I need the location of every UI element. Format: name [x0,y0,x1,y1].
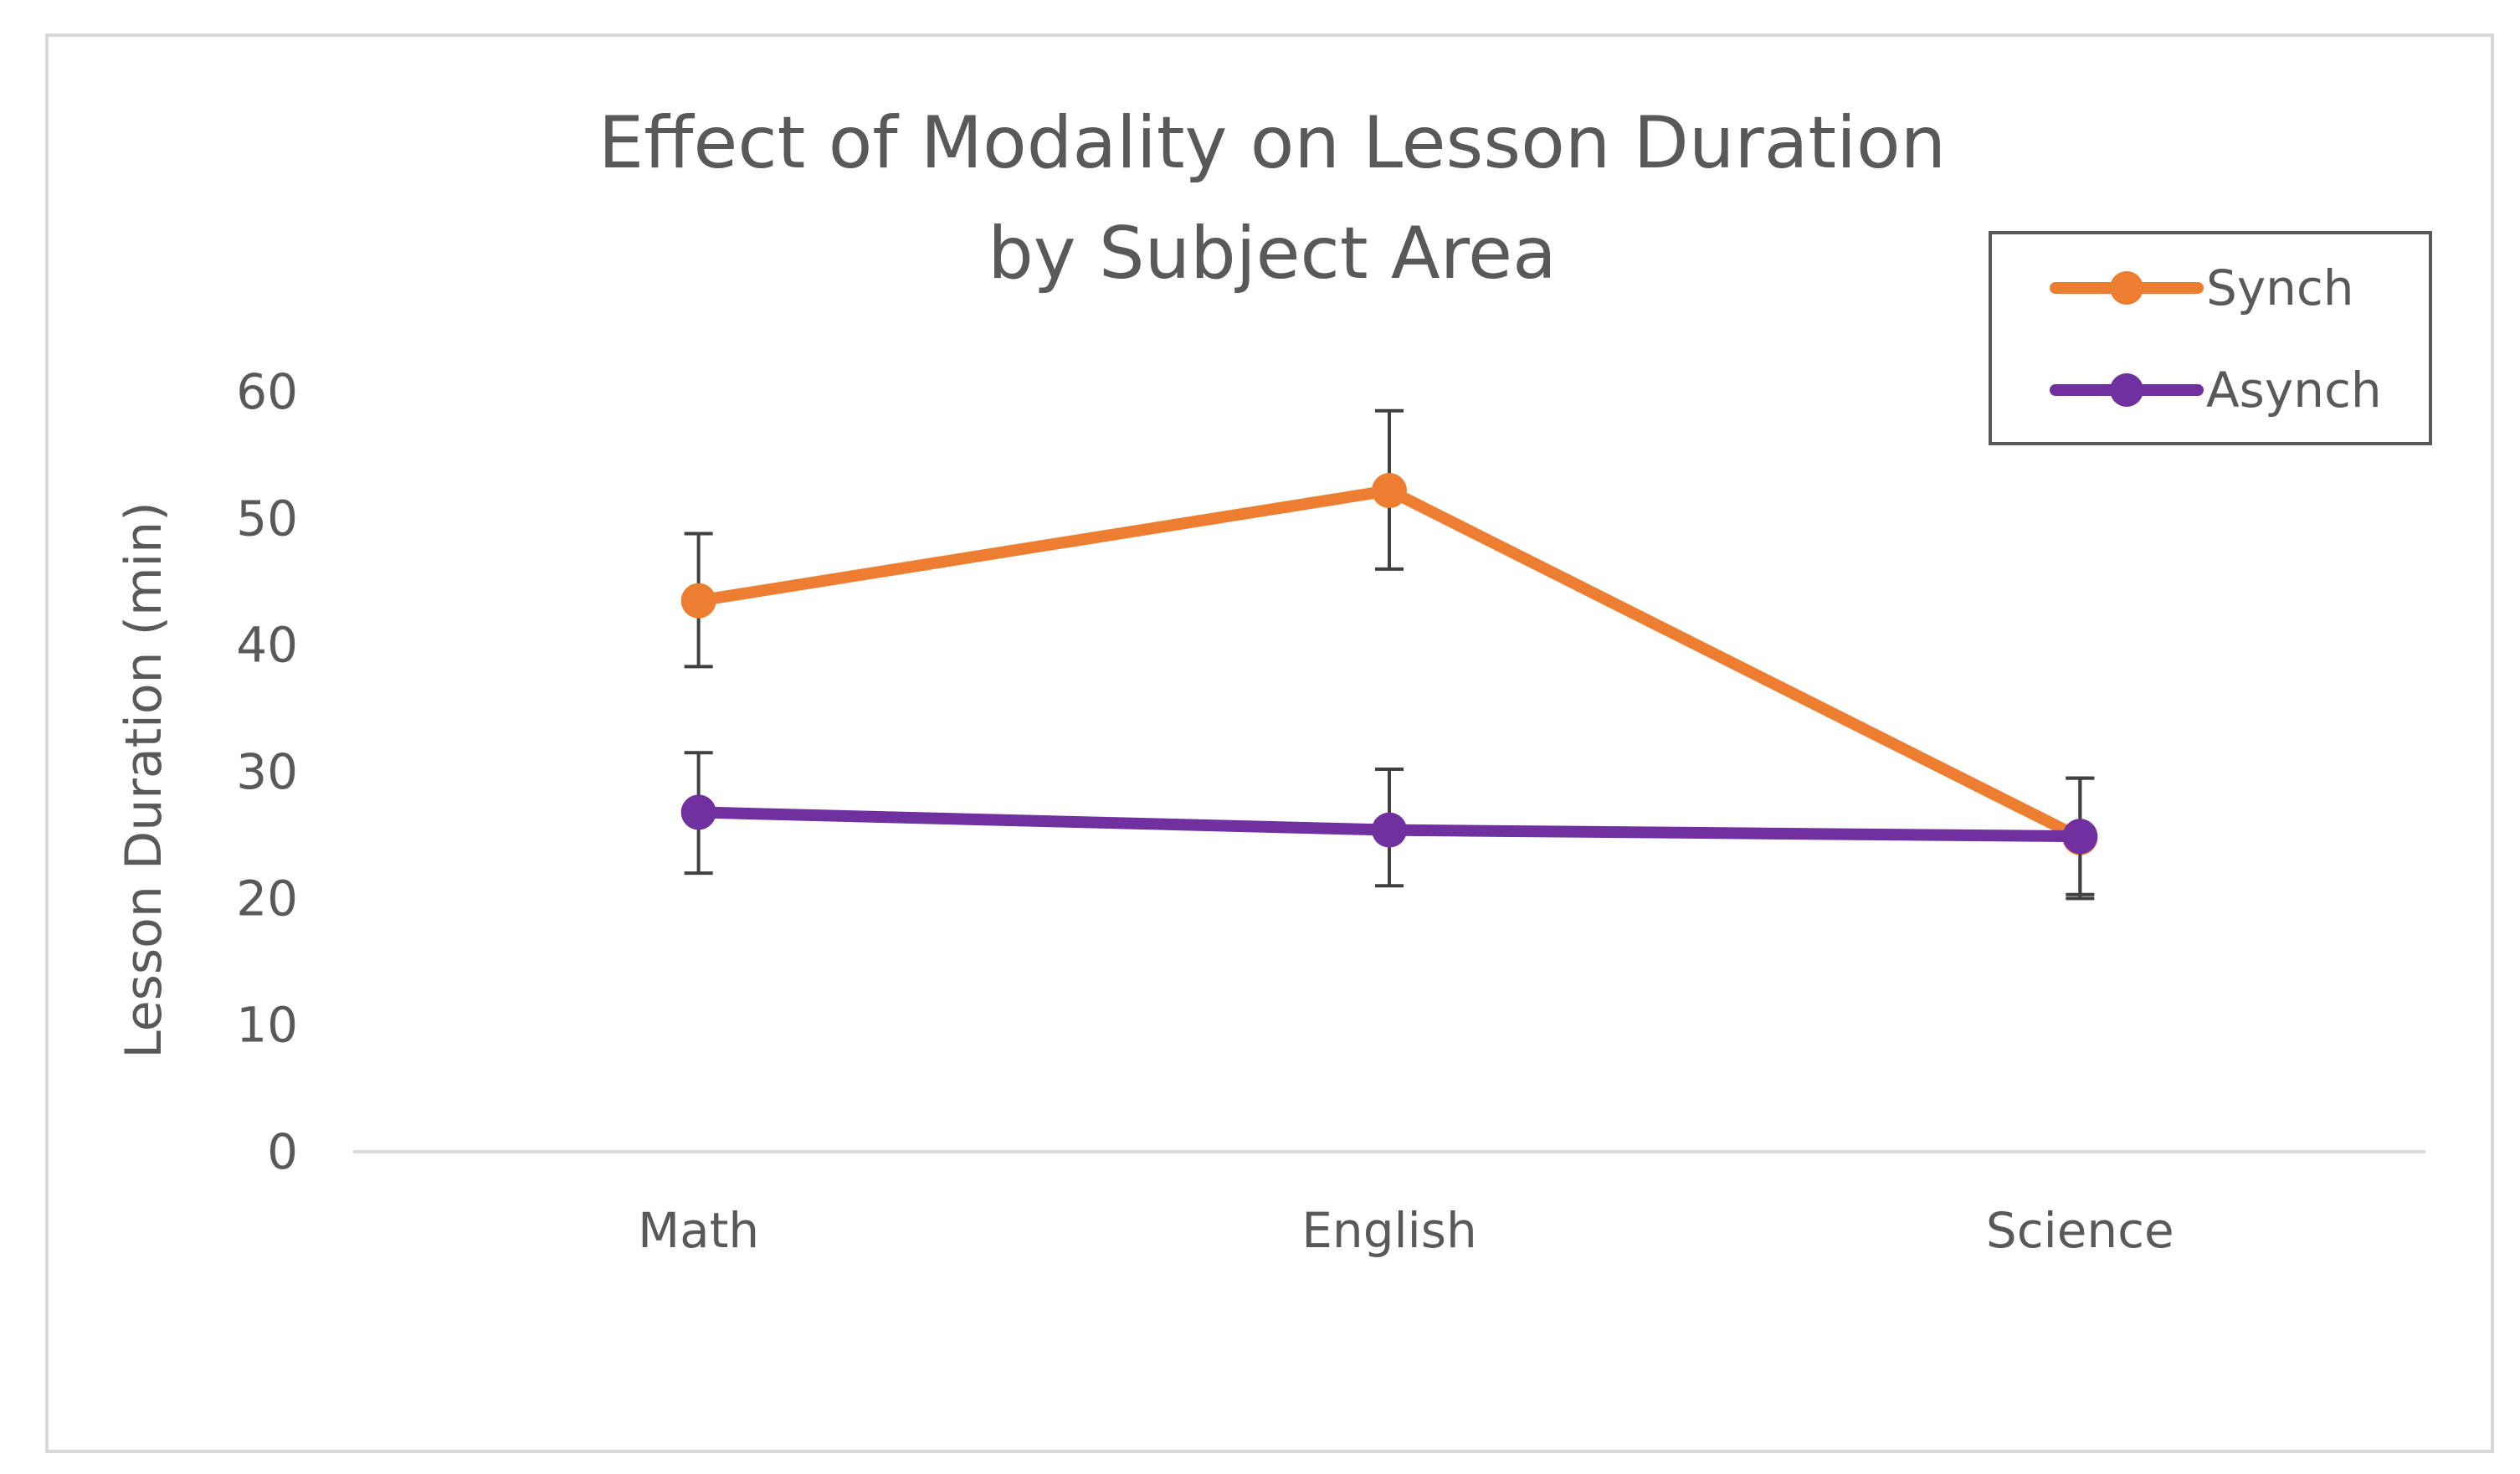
data-point-synch-math [680,583,716,619]
x-tick-labels: Math English Science [638,1202,2174,1259]
data-point-asynch-math [680,794,716,830]
y-tick-label-60: 60 [236,363,298,420]
x-tick-label-math: Math [638,1202,759,1259]
y-tick-labels: 0 10 20 30 40 50 60 [236,363,298,1180]
data-point-synch-english [1372,473,1407,509]
data-point-asynch-english [1372,812,1407,848]
legend: Synch Asynch [1989,231,2432,445]
chart-title-line-2: by Subject Area [988,212,1557,295]
y-axis-label: Lesson Duration (min) [115,501,173,1058]
y-tick-label-20: 20 [236,870,298,927]
y-tick-label-50: 50 [236,490,298,547]
legend-asynch-marker [2110,373,2143,407]
series-asynch [680,751,2098,896]
legend-box [1989,231,2432,445]
y-tick-label-30: 30 [236,743,298,800]
legend-synch-label: Synch [2206,259,2354,316]
x-tick-label-science: Science [1986,1202,2174,1259]
y-tick-label-0: 0 [267,1123,298,1180]
chart-title-line-1: Effect of Modality on Lesson Duration [598,101,1946,185]
y-tick-label-10: 10 [236,997,298,1054]
x-tick-label-english: English [1301,1202,1476,1259]
series-layer [680,408,2098,901]
legend-asynch-label: Asynch [2206,362,2382,419]
data-point-asynch-science [2062,819,2098,855]
y-tick-label-40: 40 [236,617,298,674]
legend-synch-marker [2110,271,2143,305]
